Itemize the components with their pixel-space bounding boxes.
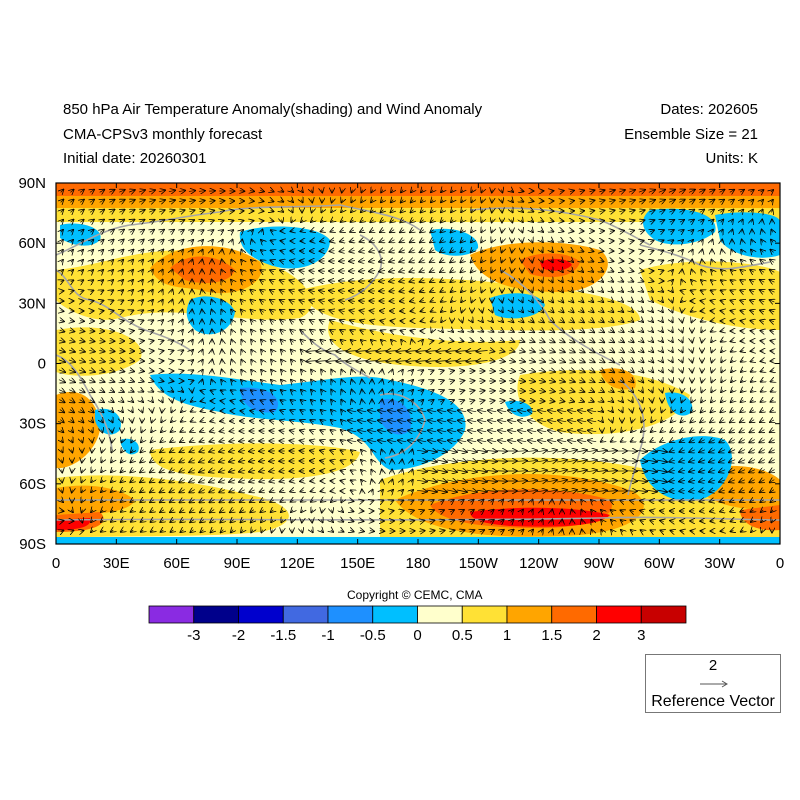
reference-vector-label: Reference Vector — [651, 693, 775, 710]
lat-label: 60N — [18, 235, 46, 252]
lat-label: 90S — [19, 536, 46, 553]
colorbar-label: 1.5 — [541, 627, 562, 644]
axis-ticks — [55, 182, 781, 545]
initial-date: Initial date: 20260301 — [63, 150, 207, 167]
lon-label: 60W — [644, 555, 676, 572]
reference-arrow-icon — [700, 680, 728, 688]
colorbar-swatch — [417, 605, 463, 624]
units: Units: K — [705, 150, 758, 167]
lon-label: 60E — [163, 555, 190, 572]
lon-label: 30W — [704, 555, 736, 572]
colorbar-swatch — [282, 605, 329, 624]
map-title: 850 hPa Air Temperature Anomaly(shading)… — [63, 101, 483, 118]
colorbar-label: 1 — [503, 627, 511, 644]
colorbar-swatch — [506, 605, 553, 624]
lat-label: 30S — [19, 416, 46, 433]
colorbar-swatch — [193, 605, 239, 624]
reference-vector-box: 2 Reference Vector — [645, 654, 781, 713]
colorbar-swatch — [238, 605, 284, 624]
colorbar-labels: -3 -2 -1.5 -1 -0.5 0 0.5 1 1.5 2 3 — [187, 627, 645, 644]
colorbar-swatch — [640, 605, 687, 624]
colorbar-label: -0.5 — [360, 627, 386, 644]
lon-label: 120W — [519, 555, 559, 572]
colorbar-label: 0 — [413, 627, 421, 644]
lon-label: 120E — [280, 555, 315, 572]
colorbar-label: 0.5 — [452, 627, 473, 644]
colorbar-label: 2 — [592, 627, 600, 644]
colorbar-swatch — [327, 605, 374, 624]
lat-label: 30N — [18, 295, 46, 312]
lat-label: 0 — [38, 356, 46, 373]
colorbar-label: -3 — [187, 627, 200, 644]
lat-label: 60S — [19, 476, 46, 493]
lon-label: 0 — [776, 555, 784, 572]
latitude-labels: 90N 60N 30N 0 30S 60S 90S — [18, 175, 46, 553]
lon-label: 90W — [584, 555, 616, 572]
lon-label: 180 — [405, 555, 430, 572]
forecast-dates: Dates: 202605 — [660, 101, 758, 118]
lat-label: 90N — [18, 175, 46, 192]
model-name: CMA-CPSv3 monthly forecast — [63, 126, 263, 143]
lon-label: 150W — [459, 555, 499, 572]
colorbar-swatch — [551, 605, 597, 624]
colorbar-label: -2 — [232, 627, 245, 644]
colorbar-swatch — [148, 605, 195, 624]
colorbar — [148, 605, 687, 624]
colorbar-label: -1 — [321, 627, 334, 644]
colorbar-swatch — [372, 605, 418, 624]
lon-label: 30E — [103, 555, 130, 572]
colorbar-label: 3 — [637, 627, 645, 644]
reference-vector-magnitude: 2 — [708, 657, 718, 674]
colorbar-swatch — [596, 605, 642, 624]
lon-label: 150E — [340, 555, 375, 572]
colorbar-label: -1.5 — [270, 627, 296, 644]
shading-layer — [56, 183, 780, 544]
colorbar-swatch — [461, 605, 508, 624]
lon-label: 0 — [52, 555, 60, 572]
wind-anomaly-vectors — [59, 190, 775, 533]
longitude-labels: 0 30E 60E 90E 120E 150E 180 150W 120W 90W 60W 30W 0 — [52, 555, 784, 572]
ensemble-size: Ensemble Size = 21 — [624, 126, 758, 143]
lon-label: 90E — [224, 555, 251, 572]
copyright-notice: Copyright © CEMC, CMA — [347, 588, 483, 602]
